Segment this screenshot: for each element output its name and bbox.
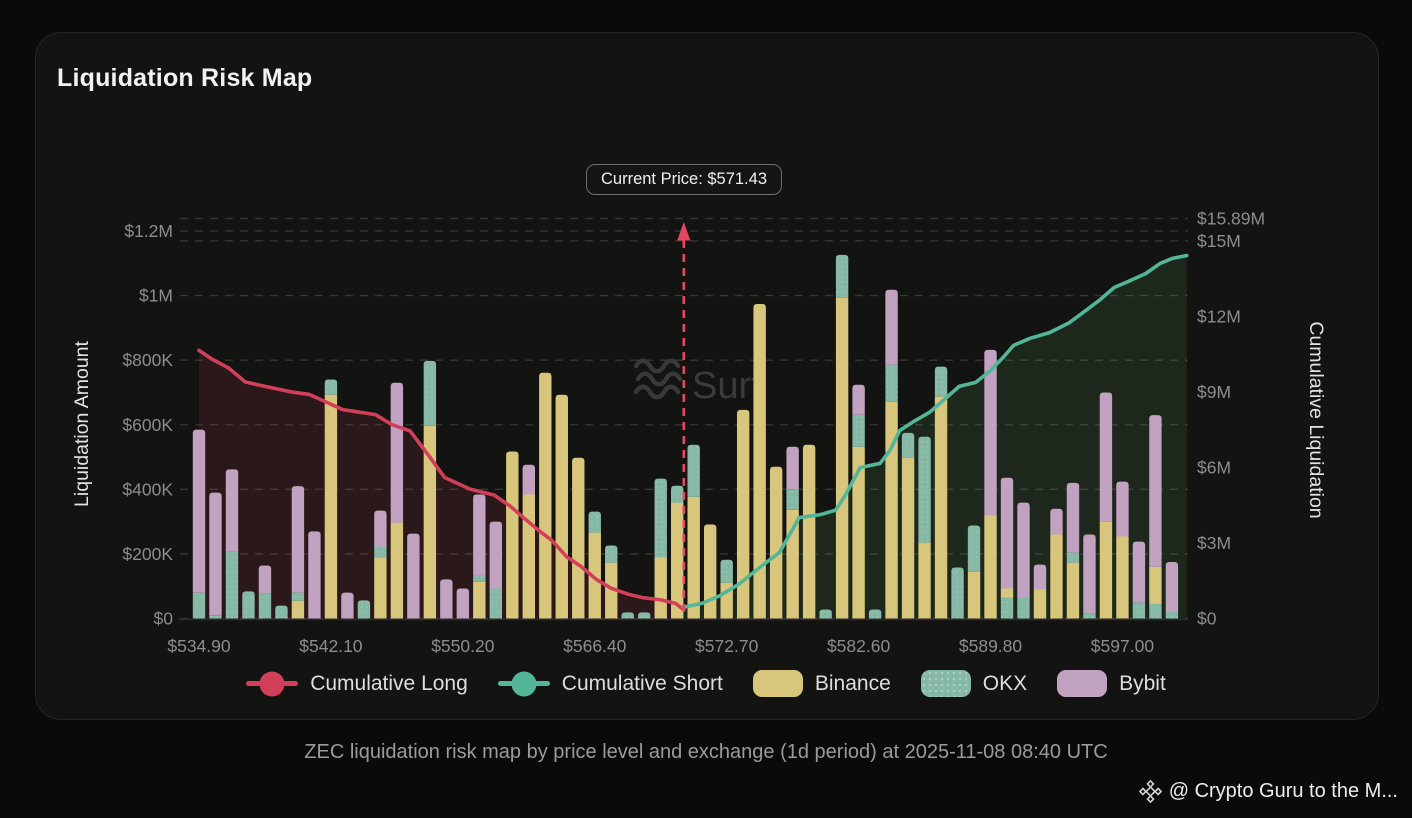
svg-text:$534.90: $534.90 — [167, 636, 231, 656]
svg-text:$12M: $12M — [1197, 306, 1241, 326]
legend-item-cumulative-short[interactable]: Cumulative Short — [497, 671, 723, 697]
surf-watermark-text: Surf — [692, 365, 762, 407]
surf-watermark: Surf — [633, 358, 762, 407]
svg-text:$589.80: $589.80 — [959, 636, 1023, 656]
svg-text:$1.2M: $1.2M — [124, 221, 173, 241]
axis-tick-labels: $534.90 $542.10 $550.20 $566.40 $572.70 $582.… — [122, 209, 1265, 657]
svg-text:$3M: $3M — [1197, 533, 1231, 553]
right-axis-title: Cumulative Liquidation — [1305, 321, 1327, 518]
svg-text:$550.20: $550.20 — [431, 636, 495, 656]
svg-text:$597.00: $597.00 — [1091, 636, 1155, 656]
binance-swatch-icon — [752, 670, 803, 697]
surf-waves-icon — [633, 358, 683, 400]
svg-text:$0: $0 — [1197, 609, 1217, 629]
svg-text:$572.70: $572.70 — [695, 636, 759, 656]
svg-text:$200K: $200K — [122, 544, 173, 564]
svg-text:$1M: $1M — [139, 286, 173, 306]
legend-item-cumulative-long[interactable]: Cumulative Long — [246, 671, 468, 697]
svg-text:$15M: $15M — [1197, 231, 1241, 251]
svg-text:$0: $0 — [154, 609, 174, 629]
legend: Cumulative Long Cumulative Short Binance… — [35, 670, 1377, 697]
left-axis-title: Liquidation Amount — [71, 340, 93, 506]
current-price-marker — [677, 222, 691, 612]
legend-item-bybit[interactable]: Bybit — [1057, 670, 1166, 697]
svg-text:$542.10: $542.10 — [299, 636, 363, 656]
page-title: Liquidation Risk Map — [57, 64, 313, 92]
binance-logo-icon — [1138, 780, 1162, 803]
legend-label: Cumulative Short — [561, 671, 723, 695]
svg-text:$15.89M: $15.89M — [1197, 209, 1265, 229]
svg-text:$600K: $600K — [122, 415, 173, 435]
current-price-label: Current Price: $571.43 — [585, 164, 783, 195]
svg-text:$582.60: $582.60 — [827, 636, 891, 656]
svg-text:$800K: $800K — [122, 350, 173, 370]
chart-caption: ZEC liquidation risk map by price level … — [304, 741, 1108, 763]
legend-label: Binance — [814, 671, 891, 695]
svg-text:$566.40: $566.40 — [563, 636, 627, 656]
legend-label: OKX — [982, 671, 1028, 695]
footer-credit-text: @ Crypto Guru to the M... — [1168, 780, 1398, 802]
liquidation-bars — [192, 254, 1179, 619]
cumulative-long-line-icon — [246, 671, 299, 697]
okx-swatch-icon — [920, 670, 971, 697]
cumulative-short-line-icon — [497, 671, 550, 697]
svg-text:$9M: $9M — [1197, 382, 1231, 402]
legend-label: Cumulative Long — [310, 671, 468, 695]
footer-credit: @ Crypto Guru to the M... — [1138, 780, 1398, 803]
cumulative-lines — [197, 253, 1189, 612]
svg-text:$6M: $6M — [1197, 457, 1231, 477]
legend-item-okx[interactable]: OKX — [920, 670, 1028, 697]
svg-text:$400K: $400K — [122, 479, 173, 499]
bybit-swatch-icon — [1057, 670, 1108, 697]
legend-label: Bybit — [1119, 671, 1166, 695]
legend-item-binance[interactable]: Binance — [752, 670, 891, 697]
